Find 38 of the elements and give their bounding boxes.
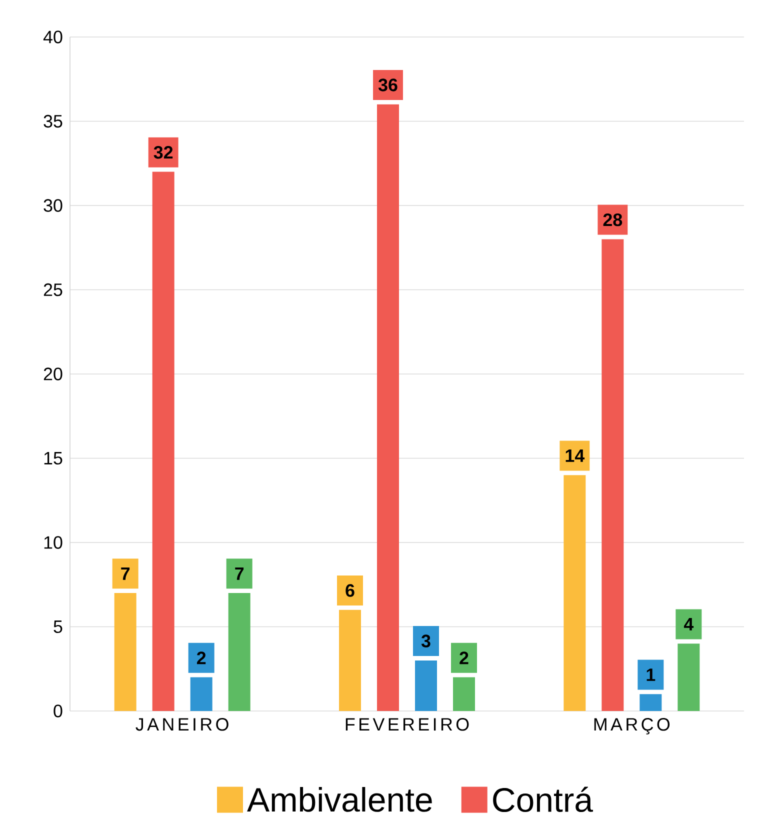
y-tick-label: 15 bbox=[44, 452, 62, 465]
y-tick-label: 0 bbox=[54, 704, 62, 718]
data-label: 28 bbox=[603, 213, 622, 226]
data-label: 4 bbox=[684, 618, 694, 630]
bar bbox=[152, 172, 174, 711]
y-tick-label: 5 bbox=[54, 620, 62, 634]
bar bbox=[678, 644, 700, 711]
data-label: 6 bbox=[346, 584, 354, 597]
bar bbox=[114, 593, 136, 711]
y-tick-label: 20 bbox=[44, 368, 62, 380]
bar bbox=[415, 660, 437, 711]
data-label: 2 bbox=[196, 652, 206, 664]
y-tick-label: 35 bbox=[44, 114, 62, 128]
bar bbox=[564, 475, 586, 711]
data-label: 2 bbox=[460, 652, 468, 664]
legend-label: Contrá bbox=[493, 786, 594, 812]
x-tick-label: JANEIRO bbox=[136, 718, 228, 731]
bar bbox=[453, 677, 475, 711]
y-tick-label: 30 bbox=[44, 199, 62, 212]
bar bbox=[377, 104, 399, 711]
bar bbox=[228, 593, 250, 711]
data-label: 7 bbox=[121, 567, 130, 580]
bar bbox=[339, 610, 361, 711]
x-tick-label: MARÇO bbox=[594, 718, 670, 734]
bar bbox=[640, 694, 662, 711]
data-label: 36 bbox=[378, 78, 398, 92]
x-tick-label: FEVEREIRO bbox=[346, 718, 469, 731]
y-tick-label: 10 bbox=[44, 536, 62, 549]
y-tick-label: 40 bbox=[43, 30, 62, 44]
data-label: 32 bbox=[154, 146, 173, 159]
data-label: 7 bbox=[235, 567, 244, 580]
y-tick-label: 25 bbox=[44, 283, 62, 296]
data-label: 1 bbox=[646, 668, 656, 681]
data-label: 14 bbox=[566, 450, 585, 462]
bar bbox=[190, 677, 212, 711]
data-label: 3 bbox=[421, 634, 430, 648]
legend-label: Ambivalente bbox=[247, 786, 432, 812]
bar bbox=[602, 239, 624, 711]
